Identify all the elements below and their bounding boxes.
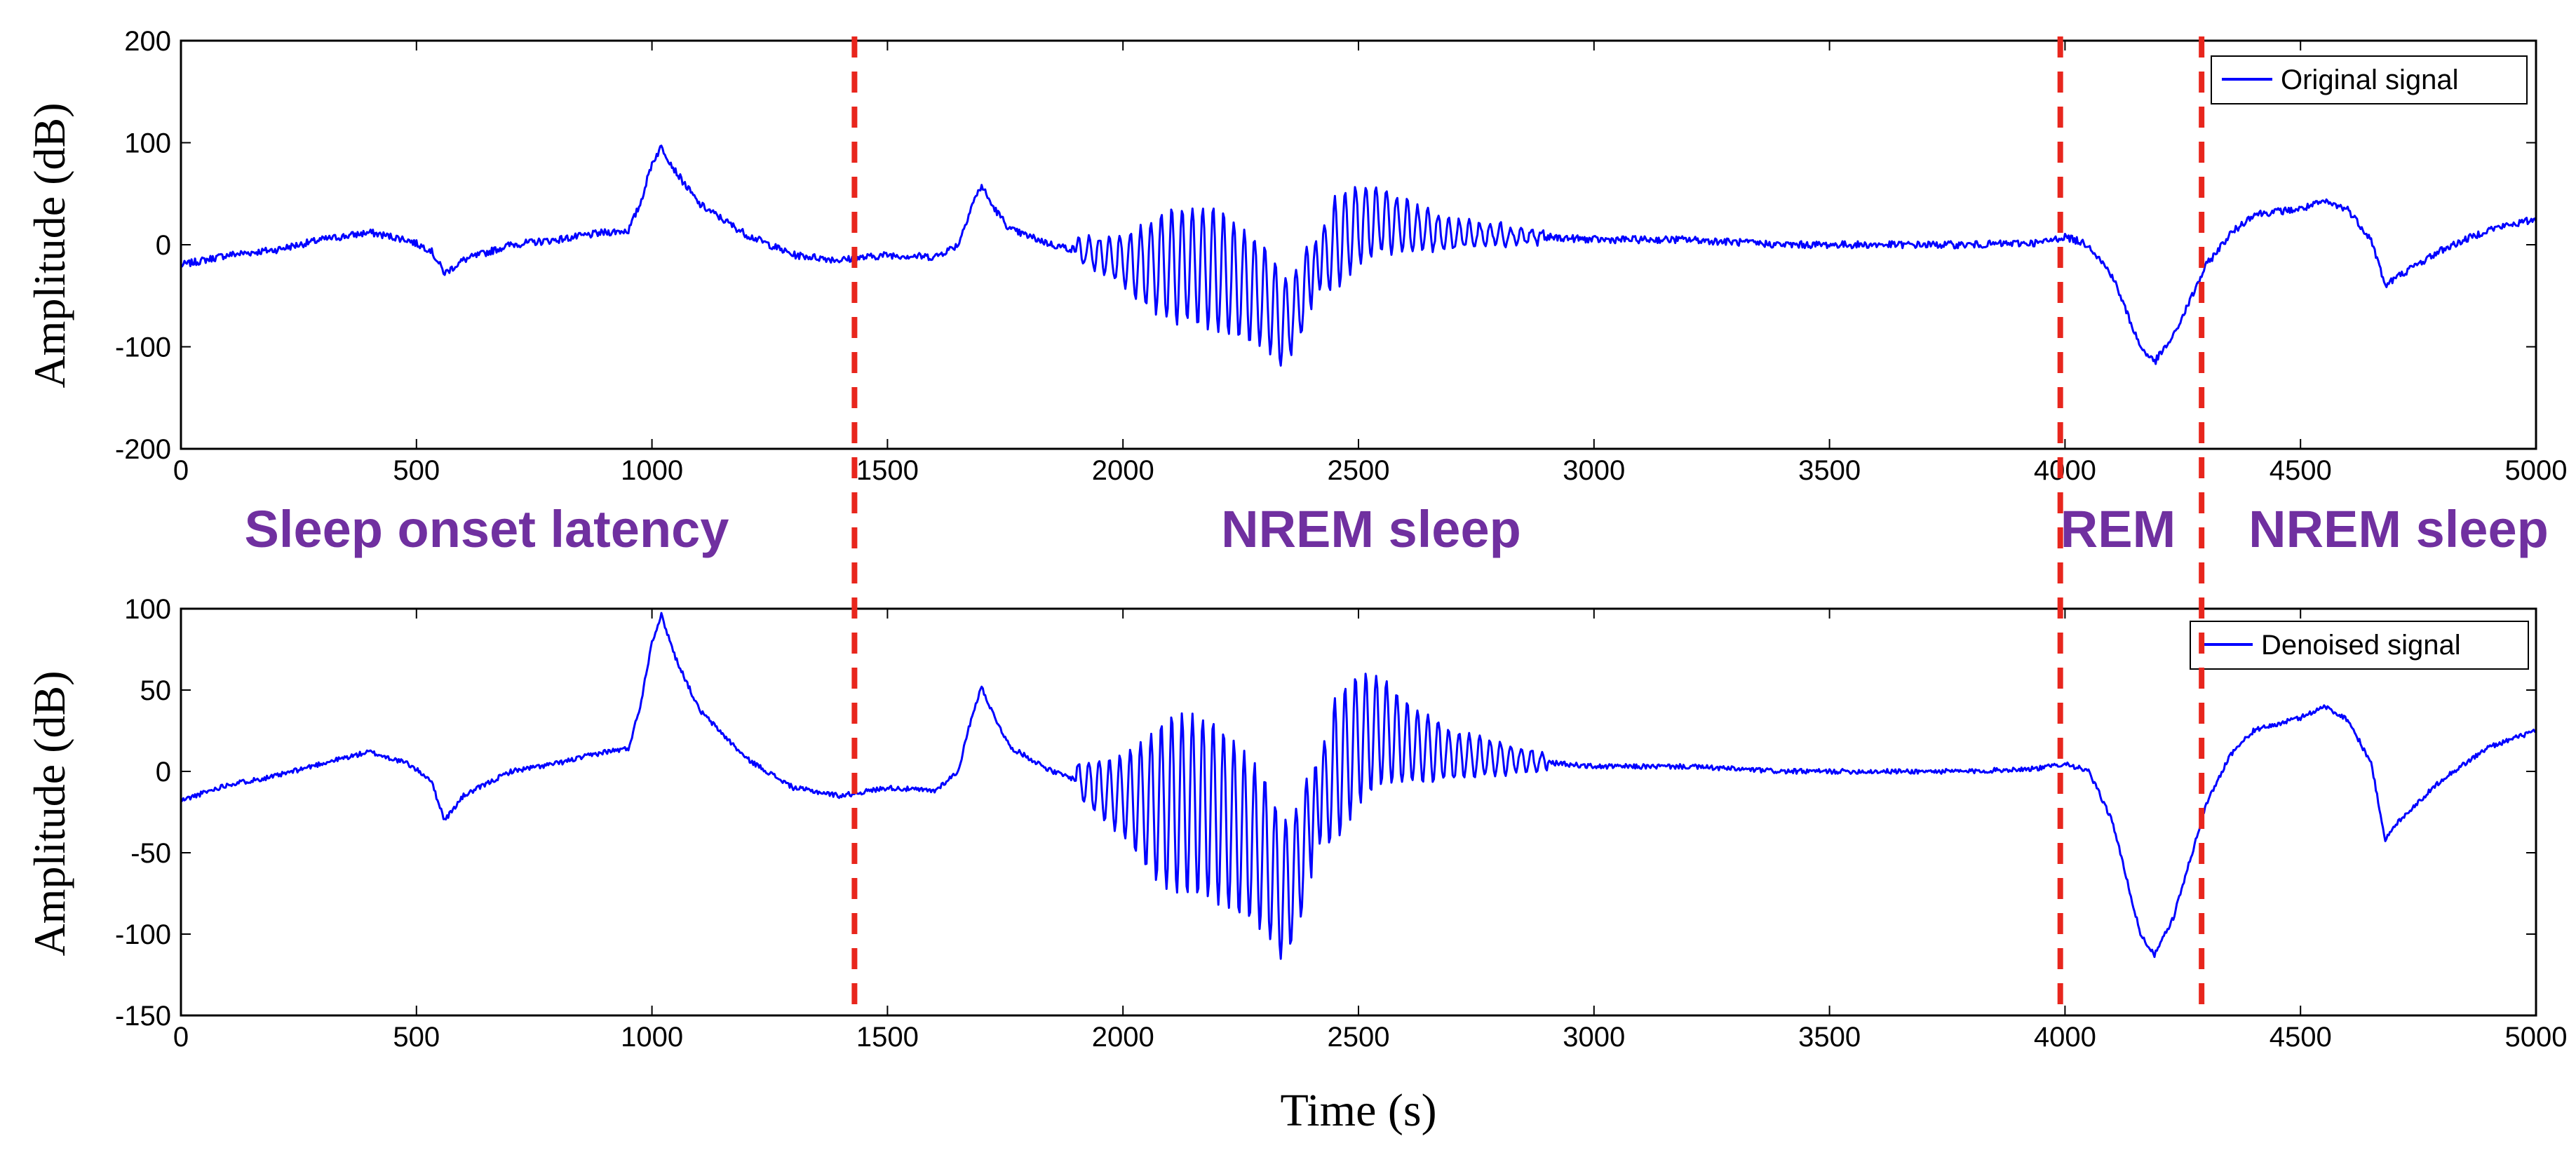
x-tick-label: 5000 (2505, 455, 2568, 486)
x-tick-label: 500 (393, 455, 440, 486)
x-tick-label: 2500 (1328, 455, 1390, 486)
y-tick-label: -200 (115, 434, 171, 465)
original-signal-panel: Amplitude (dB) 0 500 1000 1500 2000 2500 3000 3… (25, 26, 2567, 486)
x-tick-label: 0 (173, 1022, 189, 1053)
y-tick-label: 0 (156, 230, 171, 261)
x-tick-label: 5000 (2505, 1022, 2568, 1053)
original-signal-series (180, 144, 2537, 367)
bottom-plot-frame (180, 607, 2537, 1017)
stage-label-sleep-onset: Sleep onset latency (245, 500, 729, 558)
stage-label-nrem-1: NREM sleep (1221, 500, 1521, 558)
top-y-axis-label: Amplitude (dB) (25, 102, 74, 388)
stage-boundary-lines (851, 36, 2205, 1018)
x-tick-label: 4000 (2034, 1022, 2096, 1053)
y-tick-label: 200 (124, 26, 171, 57)
x-tick-label: 3500 (1798, 455, 1861, 486)
stage-label-nrem-2: NREM sleep (2248, 500, 2549, 558)
x-tick-label: 3500 (1798, 1022, 1861, 1053)
x-tick-label: 4500 (2270, 1022, 2332, 1053)
x-tick-label: 2000 (1092, 1022, 1154, 1053)
x-tick-label: 4000 (2034, 455, 2096, 486)
y-tick-label: -100 (115, 332, 171, 363)
top-legend-label: Original signal (2281, 65, 2458, 95)
y-tick-label: -50 (130, 838, 171, 869)
bottom-y-axis-label: Amplitude (dB) (25, 670, 74, 956)
x-tick-label: 0 (173, 455, 189, 486)
y-tick-label: 50 (140, 675, 172, 706)
x-tick-label: 1000 (621, 1022, 683, 1053)
x-tick-label: 4500 (2270, 455, 2332, 486)
x-tick-label: 2500 (1328, 1022, 1390, 1053)
x-tick-label: 3000 (1563, 455, 1625, 486)
x-tick-label: 2000 (1092, 455, 1154, 486)
bottom-legend: Denoised signal (2190, 621, 2529, 670)
bottom-signal-line (180, 612, 2537, 960)
sleep-stage-labels: Sleep onset latency NREM sleep REM NREM … (245, 500, 2549, 558)
y-tick-label: 100 (124, 594, 171, 625)
stage-label-rem: REM (2061, 500, 2176, 558)
bottom-axis-ticks: 0 500 1000 1500 2000 2500 3000 3500 4000 4500 5000… (115, 594, 2568, 1053)
x-axis-label: Time (s) (1280, 1085, 1436, 1136)
top-legend: Original signal (2211, 55, 2528, 104)
y-tick-label: 100 (124, 128, 171, 159)
x-tick-label: 500 (393, 1022, 440, 1053)
x-tick-label: 1000 (621, 455, 683, 486)
top-signal-line (180, 144, 2537, 367)
y-tick-label: -150 (115, 1001, 171, 1032)
x-tick-label: 1500 (856, 455, 919, 486)
y-tick-label: 0 (156, 757, 171, 788)
top-axis-ticks: 0 500 1000 1500 2000 2500 3000 3500 4000 4500 5000… (115, 26, 2568, 486)
x-tick-label: 1500 (856, 1022, 919, 1053)
y-tick-label: -100 (115, 919, 171, 950)
bottom-legend-label: Denoised signal (2261, 630, 2461, 661)
denoised-signal-series (180, 612, 2537, 960)
denoised-signal-panel: Amplitude (dB) 0 500 1000 1500 2000 2500 3000 3… (25, 594, 2567, 1136)
top-plot-frame (180, 39, 2537, 450)
x-tick-label: 3000 (1563, 1022, 1625, 1053)
